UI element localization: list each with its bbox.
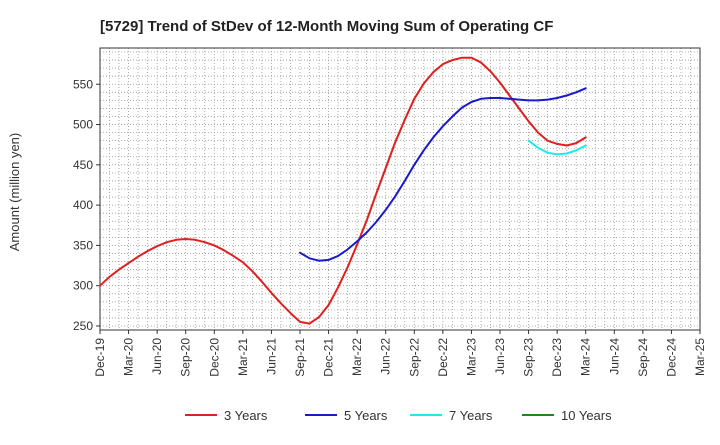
x-tick-label: Dec-21 [322,338,336,377]
legend-label-5-years: 5 Years [344,408,388,423]
legend-label-7-years: 7 Years [449,408,493,423]
x-tick-label: Mar-24 [579,338,593,376]
series-line-5-years [299,87,587,262]
x-tick-label: Sep-22 [407,338,421,377]
y-tick-label: 500 [73,118,93,132]
y-tick-label: 250 [73,319,93,333]
x-tick-label: Dec-23 [550,338,564,377]
x-tick-label: Sep-23 [522,338,536,377]
y-tick-label: 550 [73,77,93,91]
chart-title: [5729] Trend of StDev of 12-Month Moving… [100,18,553,35]
y-axis-label: Amount (million yen) [7,133,22,252]
x-tick-label: Jun-24 [607,338,621,375]
plot-area: 250 300 350 400 450 500 550 Dec-19 Mar-20 Jun-20 S… [73,47,707,377]
x-tick-label: Dec-19 [93,338,107,377]
y-tick-label: 450 [73,158,93,172]
x-tick-label: Dec-24 [664,338,678,377]
series-line-7-years [527,139,587,156]
legend: 3 Years 5 Years 7 Years 10 Years [185,408,612,423]
y-tick-label: 350 [73,238,93,252]
x-tick-label: Sep-24 [636,338,650,377]
x-tick-label: Mar-21 [236,338,250,376]
x-tick-label: Mar-25 [693,338,707,376]
x-tick-label: Sep-21 [293,338,307,377]
y-tick-label: 300 [73,279,93,293]
legend-label-10-years: 10 Years [561,408,612,423]
x-tick-label: Mar-22 [350,338,364,376]
x-tick-label: Jun-21 [264,338,278,375]
x-tick-label: Jun-20 [150,338,164,375]
x-tick-label: Jun-22 [379,338,393,375]
series-line-3-years [99,56,587,325]
plot-frame [99,47,701,331]
x-tick-label: Sep-20 [179,338,193,377]
x-tick-label: Mar-20 [122,338,136,376]
legend-label-3-years: 3 Years [224,408,268,423]
x-tick-label: Dec-22 [436,338,450,377]
x-tick-label: Mar-23 [464,338,478,376]
x-tick-label: Jun-23 [493,338,507,375]
x-tick-label: Dec-20 [207,338,221,377]
y-tick-label: 400 [73,198,93,212]
